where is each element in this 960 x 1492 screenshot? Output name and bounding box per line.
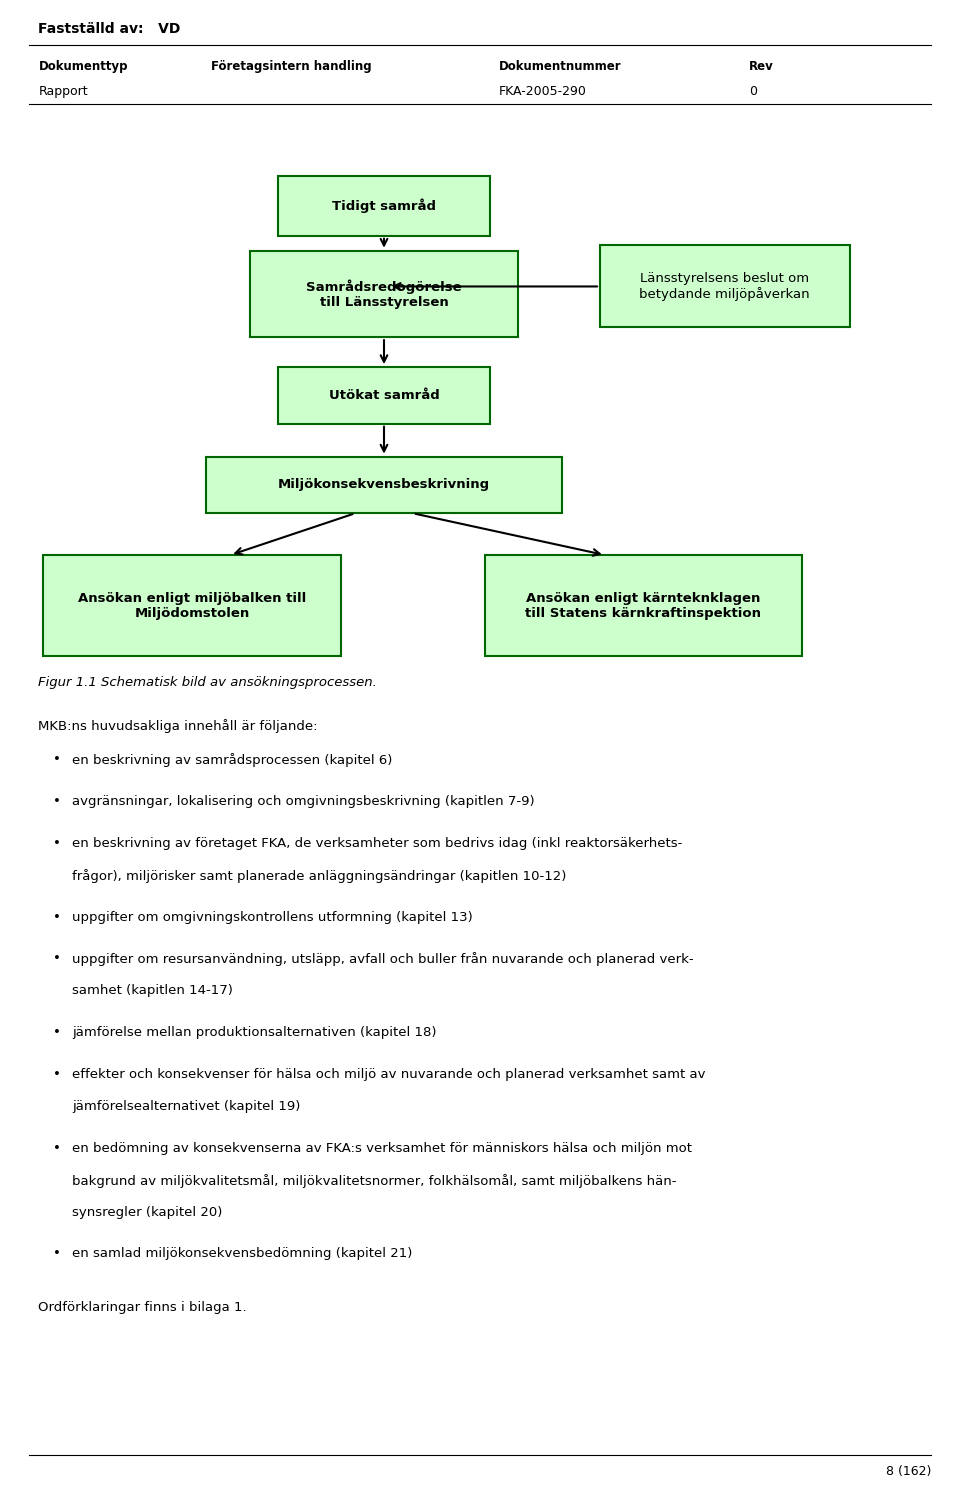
Text: Dokumenttyp: Dokumenttyp: [38, 60, 128, 73]
Text: Miljökonsekvensbeskrivning: Miljökonsekvensbeskrivning: [278, 479, 490, 491]
FancyBboxPatch shape: [278, 367, 490, 424]
Text: jämförelse mellan produktionsalternativen (kapitel 18): jämförelse mellan produktionsalternative…: [72, 1026, 437, 1038]
FancyBboxPatch shape: [600, 245, 850, 327]
Text: Tidigt samråd: Tidigt samråd: [332, 198, 436, 213]
Text: Utökat samråd: Utökat samråd: [328, 389, 440, 401]
Text: •: •: [53, 837, 60, 850]
Text: •: •: [53, 1247, 60, 1261]
Text: avgränsningar, lokalisering och omgivningsbeskrivning (kapitlen 7-9): avgränsningar, lokalisering och omgivnin…: [72, 795, 535, 809]
Text: •: •: [53, 1068, 60, 1080]
Text: •: •: [53, 753, 60, 767]
Text: Samrådsredogörelse
till Länsstyrelsen: Samrådsredogörelse till Länsstyrelsen: [306, 279, 462, 309]
Text: bakgrund av miljökvalitetsmål, miljökvalitetsnormer, folkhälsomål, samt miljöbal: bakgrund av miljökvalitetsmål, miljökval…: [72, 1174, 677, 1188]
Text: MKB:ns huvudsakliga innehåll är följande:: MKB:ns huvudsakliga innehåll är följande…: [38, 719, 318, 733]
Text: •: •: [53, 1141, 60, 1155]
Text: •: •: [53, 910, 60, 924]
Text: 8 (162): 8 (162): [886, 1465, 931, 1479]
Text: Dokumentnummer: Dokumentnummer: [499, 60, 622, 73]
Text: 0: 0: [749, 85, 756, 98]
Text: en beskrivning av samrådsprocessen (kapitel 6): en beskrivning av samrådsprocessen (kapi…: [72, 753, 393, 767]
Text: uppgifter om omgivningskontrollens utformning (kapitel 13): uppgifter om omgivningskontrollens utfor…: [72, 910, 472, 924]
Text: effekter och konsekvenser för hälsa och miljö av nuvarande och planerad verksamh: effekter och konsekvenser för hälsa och …: [72, 1068, 706, 1080]
FancyBboxPatch shape: [43, 555, 341, 656]
Text: jämförelsealternativet (kapitel 19): jämförelsealternativet (kapitel 19): [72, 1100, 300, 1113]
Text: Rapport: Rapport: [38, 85, 88, 98]
Text: Ordförklaringar finns i bilaga 1.: Ordförklaringar finns i bilaga 1.: [38, 1301, 247, 1314]
Text: FKA-2005-290: FKA-2005-290: [499, 85, 588, 98]
Text: samhet (kapitlen 14-17): samhet (kapitlen 14-17): [72, 985, 233, 998]
FancyBboxPatch shape: [278, 176, 490, 236]
Text: uppgifter om resursanvändning, utsläpp, avfall och buller från nuvarande och pla: uppgifter om resursanvändning, utsläpp, …: [72, 952, 694, 967]
Text: Länsstyrelsens beslut om
betydande miljöpåverkan: Länsstyrelsens beslut om betydande miljö…: [639, 272, 810, 301]
FancyBboxPatch shape: [485, 555, 802, 656]
Text: frågor), miljörisker samt planerade anläggningsändringar (kapitlen 10-12): frågor), miljörisker samt planerade anlä…: [72, 868, 566, 883]
Text: en samlad miljökonsekvensbedömning (kapitel 21): en samlad miljökonsekvensbedömning (kapi…: [72, 1247, 413, 1261]
Text: Fastställd av:   VD: Fastställd av: VD: [38, 22, 180, 36]
Text: Ansökan enligt kärnteknklagen
till Statens kärnkraftinspektion: Ansökan enligt kärnteknklagen till State…: [525, 592, 761, 619]
Text: •: •: [53, 795, 60, 809]
Text: Ansökan enligt miljöbalken till
Miljödomstolen: Ansökan enligt miljöbalken till Miljödom…: [78, 592, 306, 619]
Text: Figur 1.1 Schematisk bild av ansökningsprocessen.: Figur 1.1 Schematisk bild av ansökningsp…: [38, 676, 377, 689]
Text: •: •: [53, 952, 60, 965]
Text: Företagsintern handling: Företagsintern handling: [211, 60, 372, 73]
FancyBboxPatch shape: [250, 251, 518, 337]
Text: en bedömning av konsekvenserna av FKA:s verksamhet för människors hälsa och milj: en bedömning av konsekvenserna av FKA:s …: [72, 1141, 692, 1155]
Text: Rev: Rev: [749, 60, 774, 73]
Text: en beskrivning av företaget FKA, de verksamheter som bedrivs idag (inkl reaktors: en beskrivning av företaget FKA, de verk…: [72, 837, 683, 850]
Text: synsregler (kapitel 20): synsregler (kapitel 20): [72, 1206, 223, 1219]
FancyBboxPatch shape: [206, 457, 562, 513]
Text: •: •: [53, 1026, 60, 1038]
